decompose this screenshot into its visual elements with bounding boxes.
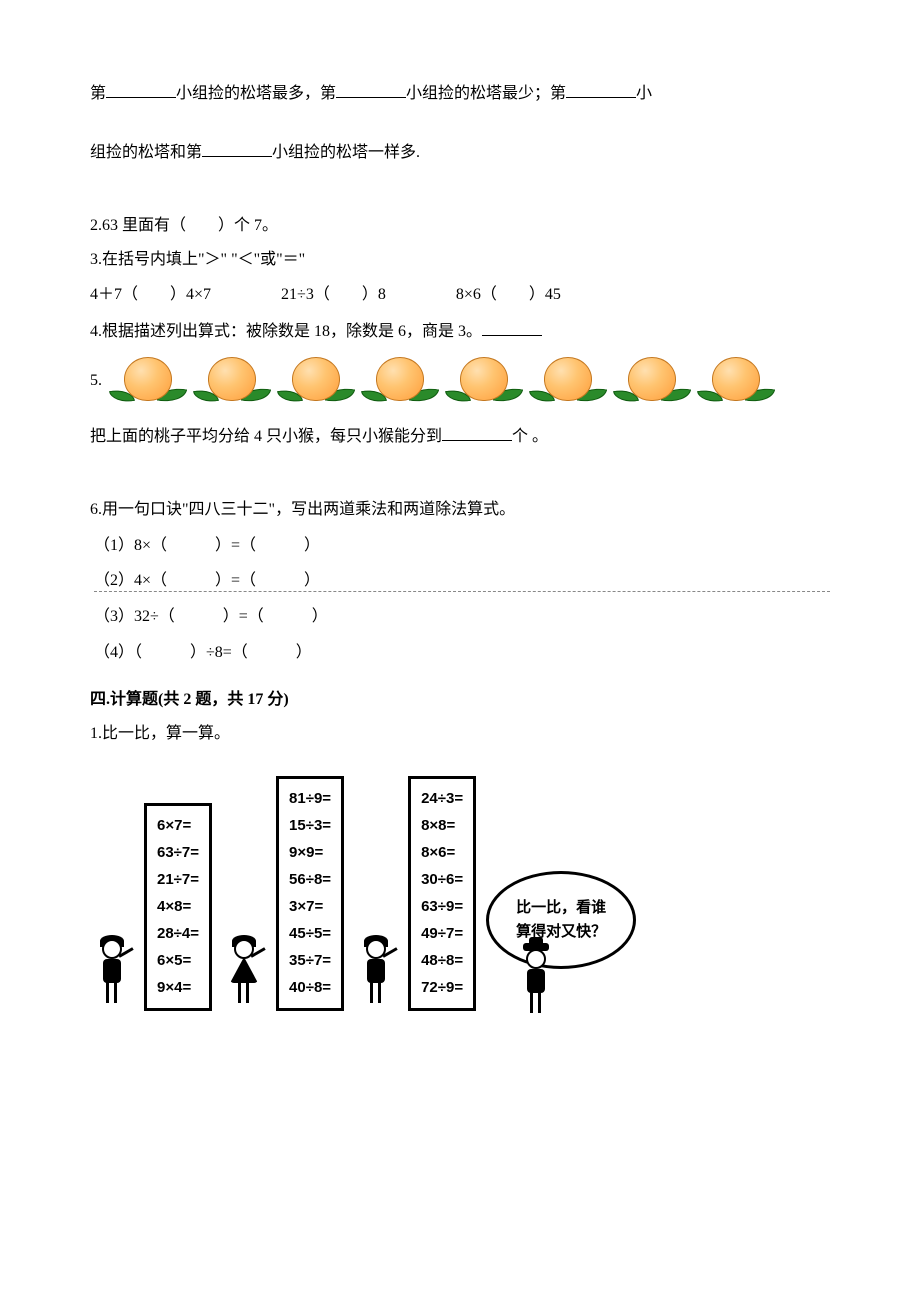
q1-text: 小组捡的松塔一样多.: [272, 144, 420, 161]
q4-text: 4.根据描述列出算式：被除数是 18，除数是 6，商是 3。: [90, 323, 482, 340]
calc-expression: 45÷5=: [289, 922, 331, 946]
peach-icon: [448, 353, 526, 409]
blank[interactable]: [202, 139, 272, 157]
q1-text: 小组捡的松塔最少；第: [406, 85, 566, 102]
speech-bubble: 比一比，看谁 算得对又快？: [486, 871, 636, 969]
calc-expression: 21÷7=: [157, 868, 199, 892]
calc-expression: 9×9=: [289, 841, 331, 865]
peach-icon: [700, 353, 778, 409]
q1-line1: 第 小组捡的松塔最多，第 小组捡的松塔最少；第 小: [90, 80, 830, 107]
q3-item: 4＋7（ ）4×7: [90, 282, 211, 308]
peach-icon: [112, 353, 190, 409]
blank[interactable]: [442, 423, 512, 441]
q6-item: （1）8×（ ）=（ ）: [94, 533, 830, 559]
calc-expression: 9×4=: [157, 976, 199, 1000]
kid-icon: [354, 931, 398, 1011]
calc-expression: 30÷6=: [421, 868, 463, 892]
peach-icon: [532, 353, 610, 409]
q1-line2: 组捡的松塔和第 小组捡的松塔一样多.: [90, 139, 830, 166]
q6-item: （2）4×（ ）=（ ）: [94, 568, 830, 594]
q5-prefix: 5.: [90, 368, 102, 394]
q1-text: 小组捡的松塔最多，第: [176, 85, 336, 102]
calc-expression: 35÷7=: [289, 949, 331, 973]
q1-text: 组捡的松塔和第: [90, 144, 202, 161]
calc-expression: 8×8=: [421, 814, 463, 838]
peach-icon: [196, 353, 274, 409]
q3-item: 21÷3（ ）8: [281, 282, 386, 308]
q1-text: 第: [90, 85, 106, 102]
calc-expression: 3×7=: [289, 895, 331, 919]
q1-text: 小: [636, 85, 652, 102]
q5-text-b: 个 。: [512, 428, 548, 445]
calc-expression: 6×5=: [157, 949, 199, 973]
q6-item: （3）32÷（ ）=（ ）: [94, 604, 830, 630]
q3-row: 4＋7（ ）4×7 21÷3（ ）8 8×6（ ）45: [90, 282, 830, 308]
calc-expression: 63÷9=: [421, 895, 463, 919]
blank[interactable]: [482, 318, 542, 336]
q6-intro: 6.用一句口诀"四八三十二"，写出两道乘法和两道除法算式。: [90, 497, 830, 523]
peach-icon: [364, 353, 442, 409]
blank[interactable]: [566, 80, 636, 98]
calc-box: 81÷9= 15÷3= 9×9= 56÷8= 3×7= 45÷5= 35÷7= 40÷8=: [276, 776, 344, 1011]
calc-expression: 81÷9=: [289, 787, 331, 811]
q4: 4.根据描述列出算式：被除数是 18，除数是 6，商是 3。: [90, 318, 830, 345]
q3-item: 8×6（ ）45: [456, 282, 561, 308]
peach-icon: [616, 353, 694, 409]
calc-expression: 48÷8=: [421, 949, 463, 973]
calc-expression: 40÷8=: [289, 976, 331, 1000]
q2: 2.63 里面有（ ）个 7。: [90, 213, 830, 239]
calc-expression: 15÷3=: [289, 814, 331, 838]
kid-icon: [222, 931, 266, 1011]
kid-icon: [90, 931, 134, 1011]
calc-expression: 56÷8=: [289, 868, 331, 892]
q3-intro: 3.在括号内填上"＞" "＜"或"＝": [90, 247, 830, 273]
peach-icon: [280, 353, 358, 409]
section4-title: 四.计算题(共 2 题，共 17 分): [90, 687, 830, 713]
kid-icon: [514, 941, 558, 1021]
calc-expression: 8×6=: [421, 841, 463, 865]
q5-peach-row: 5.: [90, 353, 830, 409]
calc-expression: 6×7=: [157, 814, 199, 838]
bubble-text: 比一比，看谁: [501, 896, 621, 920]
calc-section: 6×7= 63÷7= 21÷7= 4×8= 28÷4= 6×5= 9×4= 81÷9= 15÷…: [90, 776, 830, 1011]
calc-box: 6×7= 63÷7= 21÷7= 4×8= 28÷4= 6×5= 9×4=: [144, 803, 212, 1011]
q5-text-a: 把上面的桃子平均分给 4 只小猴，每只小猴能分到: [90, 428, 442, 445]
q6-item: （4）（ ）÷8=（ ）: [94, 640, 830, 666]
blank[interactable]: [106, 80, 176, 98]
blank[interactable]: [336, 80, 406, 98]
calc-expression: 49÷7=: [421, 922, 463, 946]
calc-expression: 28÷4=: [157, 922, 199, 946]
calc-expression: 4×8=: [157, 895, 199, 919]
q5-text: 把上面的桃子平均分给 4 只小猴，每只小猴能分到 个 。: [90, 423, 830, 450]
calc-expression: 63÷7=: [157, 841, 199, 865]
calc-box: 24÷3= 8×8= 8×6= 30÷6= 63÷9= 49÷7= 48÷8= 72÷9=: [408, 776, 476, 1011]
calc-expression: 72÷9=: [421, 976, 463, 1000]
calc-expression: 24÷3=: [421, 787, 463, 811]
speech-bubble-wrap: 比一比，看谁 算得对又快？: [486, 871, 636, 1011]
section4-q1: 1.比一比，算一算。: [90, 721, 830, 747]
